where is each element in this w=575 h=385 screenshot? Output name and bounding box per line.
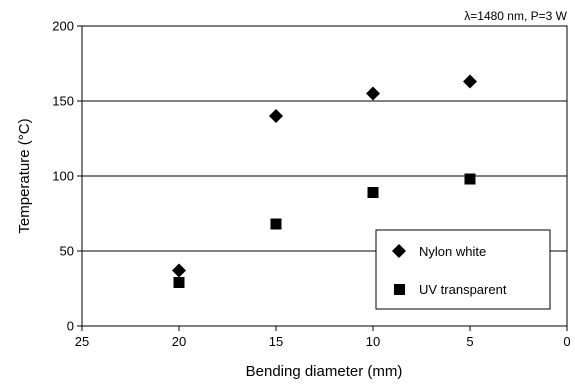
legend: Nylon white UV transparent (375, 229, 551, 310)
x-axis-title: Bending diameter (mm) (246, 363, 403, 380)
x-tick-label-10: 10 (366, 334, 380, 349)
gridlines (82, 100, 567, 252)
x-axis: 25 20 15 10 5 0 (75, 326, 571, 349)
legend-box (375, 229, 551, 310)
x-tick-label-15: 15 (269, 334, 283, 349)
point-uv-transparent-20 (173, 277, 185, 288)
x-tick-label-25: 25 (75, 334, 89, 349)
x-tick-label-0: 0 (563, 334, 570, 349)
y-tick-label-50: 50 (60, 244, 74, 259)
data-points (172, 74, 477, 288)
condition-annotation: λ=1480 nm, P=3 W (464, 9, 567, 23)
point-nylon-white-15 (269, 109, 283, 123)
point-nylon-white-10 (366, 86, 380, 101)
y-tick-label-0: 0 (67, 319, 74, 334)
y-tick-label-100: 100 (52, 169, 74, 184)
legend-marker-uv-transparent (394, 284, 405, 295)
point-nylon-white-5 (463, 74, 477, 89)
legend-marker-nylon-white (392, 244, 406, 258)
x-tick-label-5: 5 (466, 334, 473, 349)
point-uv-transparent-5 (464, 173, 476, 185)
y-tick-label-150: 150 (52, 94, 74, 109)
point-nylon-white-20 (172, 263, 186, 278)
y-axis-title: Temperature (°C) (16, 118, 33, 233)
x-tick-label-20: 20 (172, 334, 186, 349)
legend-label-nylon-white: Nylon white (419, 244, 486, 259)
y-tick-label-200: 200 (52, 19, 74, 34)
point-uv-transparent-10 (367, 187, 379, 198)
legend-label-uv-transparent: UV transparent (419, 282, 507, 297)
y-axis: 0 50 100 150 200 (52, 19, 82, 334)
point-uv-transparent-15 (270, 218, 282, 230)
